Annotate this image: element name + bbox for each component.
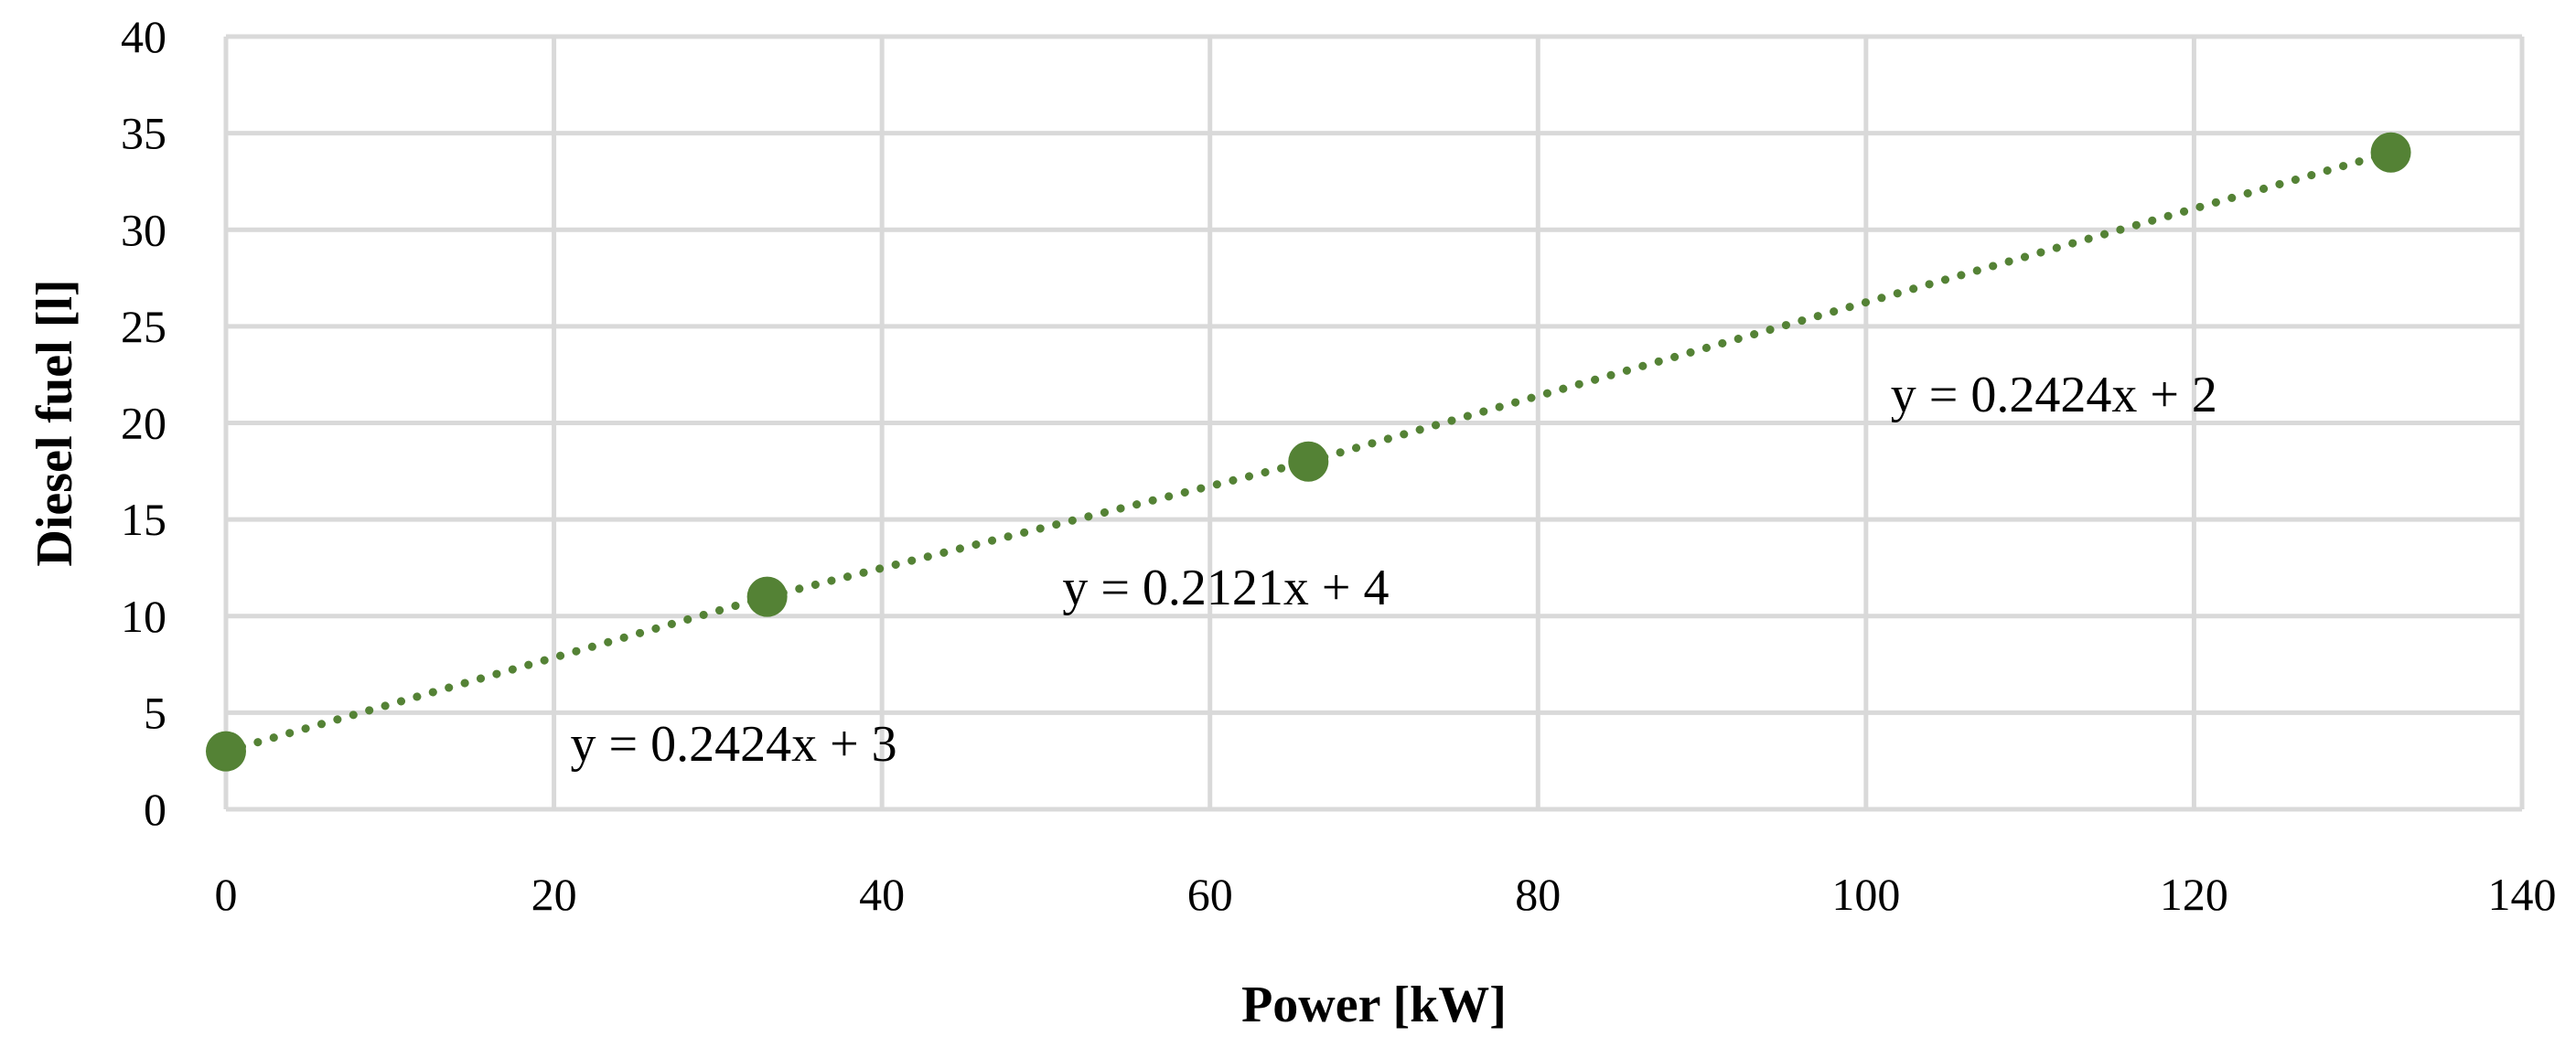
x-tick-label: 80 [1515,869,1561,920]
data-points [206,132,2411,772]
grid [223,34,2525,812]
x-tick-label: 0 [215,869,238,920]
x-axis-title: Power [kW] [1241,977,1507,1033]
x-tick-label: 120 [2160,869,2228,920]
x-tick-label: 40 [859,869,905,920]
data-point [206,731,246,772]
y-tick-label: 35 [121,108,166,159]
x-tick-label: 140 [2488,869,2557,920]
trendline-segment [763,457,1313,602]
y-tick-label: 30 [121,204,166,255]
y-tick-label: 15 [121,494,166,545]
data-point [1288,441,1329,482]
data-point [746,576,788,617]
y-tick-label: 20 [121,398,166,449]
annotations: y = 0.2424x + 3 y = 0.2121x + 4 y = 0.2424… [571,367,2217,773]
trendline-equation: y = 0.2424x + 2 [1891,367,2217,423]
y-tick-label: 40 [121,11,166,62]
x-tick-label: 60 [1187,869,1233,920]
x-tick-label: 20 [531,869,577,920]
y-tick-label: 25 [121,301,166,352]
y-tick-labels: 0 5 10 15 20 25 30 35 40 [121,11,166,835]
y-tick-label: 5 [144,687,166,738]
data-point [2370,132,2411,173]
trendline-equation: y = 0.2424x + 3 [571,716,897,773]
trendline-segment [1304,148,2396,466]
x-tick-labels: 0 20 40 60 80 100 120 140 [215,869,2557,920]
trendline-equation: y = 0.2121x + 4 [1062,560,1389,616]
trendlines [221,148,2396,756]
y-tick-label: 10 [121,591,166,642]
trendline-segment [221,593,772,756]
y-tick-label: 0 [144,784,166,835]
y-axis-title: Diesel fuel [l] [27,279,83,566]
x-tick-label: 100 [1831,869,1900,920]
